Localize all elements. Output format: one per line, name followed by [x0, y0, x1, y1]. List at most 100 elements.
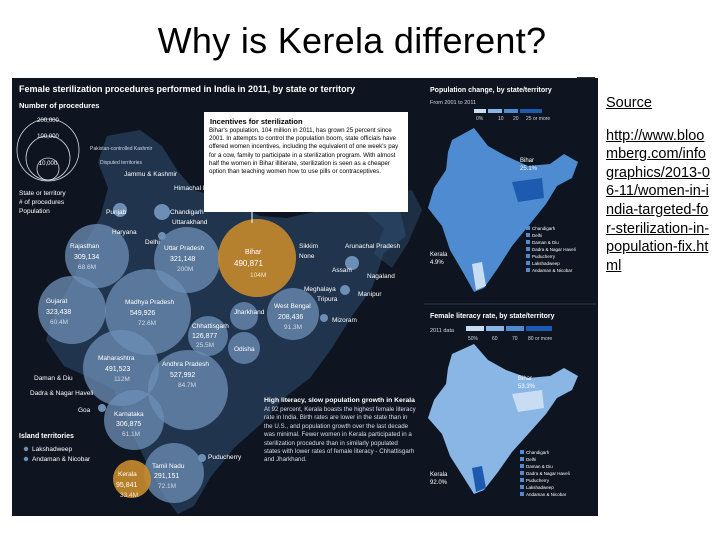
bubble-punjab: [113, 203, 127, 217]
value-up-population: 200M: [177, 266, 193, 273]
incentives-heading: Incentives for sterilization: [210, 117, 303, 126]
lit-legend-3: [506, 326, 524, 331]
value-ka-procedures: 306,875: [116, 421, 141, 428]
key-population: Population: [19, 208, 50, 215]
literacy-note-body: At 92 percent, Kerala boasts the highest…: [264, 406, 416, 464]
value-rajasthan-procedures: 309,134: [74, 254, 99, 261]
source-link-url[interactable]: http://www.bloomberg.com/infographics/20…: [606, 127, 710, 274]
key-state: State or territory: [19, 190, 66, 197]
label-punjab: Punjab: [106, 209, 127, 216]
state-labels: Jammu & Kashmir Himachal Pradesh Punjab …: [30, 171, 401, 499]
pop-legend-label-1: 0%: [476, 116, 484, 122]
lit-small-item: Lakshadweep: [526, 485, 554, 490]
bubble-west-bengal: [267, 288, 319, 340]
label-sikkim: Sikkim: [299, 243, 318, 250]
label-puducherry: Puducherry: [208, 454, 242, 461]
label-assam: Assam: [332, 267, 352, 274]
legend-circle-large: [16, 118, 80, 182]
value-ap-procedures: 527,992: [170, 372, 195, 379]
label-chandigarh: Chandigarh: [170, 209, 204, 216]
pop-bihar-label: Bihar: [520, 158, 534, 164]
pop-legend-4: [520, 109, 542, 113]
lit-small-item: Chandigarh: [526, 450, 550, 455]
bubble-mizoram: [320, 314, 328, 322]
pop-small-item: Andaman & Nicobar: [532, 268, 573, 273]
bubble-tamil-nadu: [144, 443, 204, 503]
pop-change-map: [428, 128, 578, 292]
pop-legend-3: [504, 109, 518, 113]
pop-legend-label-2: 10: [498, 116, 504, 122]
label-gujarat: Gujarat: [46, 298, 68, 305]
lit-kerala-value: 92.0%: [430, 480, 448, 486]
infographic-canvas: Female sterilization procedures performe…: [16, 84, 596, 514]
label-haryana: Haryana: [112, 229, 137, 236]
pop-small-item: Daman & Diu: [532, 240, 559, 245]
lit-small-list: Chandigarh Delhi Daman & Diu Dadra & Nag…: [520, 450, 570, 497]
value-wb-population: 91.3M: [284, 324, 302, 331]
lit-small-item: Delhi: [526, 457, 536, 462]
value-chh-population: 25.5M: [196, 342, 214, 349]
label-tripura: Tripura: [317, 296, 338, 303]
disputed-pakistan: Pakistan-controlled Kashmir: [90, 146, 153, 152]
main-title: Female sterilization procedures performe…: [19, 84, 355, 94]
incentives-box: [204, 112, 408, 212]
value-mh-population: 112M: [114, 376, 130, 383]
literacy-map: [428, 344, 578, 494]
pop-small-list: Chandigarh Delhi Daman & Diu Dadra & Nag…: [526, 226, 576, 273]
label-jharkhand: Jharkhand: [234, 309, 265, 316]
label-odisha: Odisha: [234, 346, 255, 353]
pop-kerala-label: Kerala: [430, 252, 448, 258]
pop-legend-label-4: 25 or more: [526, 116, 550, 122]
lit-kerala-label: Kerala: [430, 472, 448, 478]
value-tn-procedures: 291,151: [154, 473, 179, 480]
bubble-uttarakhand: [154, 204, 170, 220]
lit-legend-4: [526, 326, 552, 331]
label-karnataka: Karnataka: [114, 411, 144, 418]
label-delhi: Delhi: [145, 239, 160, 246]
size-legend-title: Number of procedures: [19, 101, 99, 110]
pop-legend-1: [474, 109, 486, 113]
incentives-body-wrap: Bihar's population, 104 million in 2011,…: [209, 127, 399, 176]
literacy-bihar-region: [512, 390, 544, 412]
lit-small-item: Dadra & Nagar Haveli: [526, 471, 570, 476]
pop-change-kerala-region: [472, 262, 486, 290]
island-dot-2: [23, 456, 29, 462]
value-gujarat-procedures: 323,438: [46, 309, 71, 316]
label-andhra: Andhra Pradesh: [162, 361, 209, 368]
source-link-label[interactable]: Source: [606, 95, 652, 111]
slide-title: Why is Kerela different?: [157, 20, 547, 61]
pop-small-item: Puducherry: [532, 254, 556, 259]
label-uttar-pradesh: Uttar Pradesh: [164, 245, 204, 252]
value-ka-population: 61.1M: [122, 431, 140, 438]
label-jammu-kashmir: Jammu & Kashmir: [124, 171, 178, 178]
state-bubbles: [38, 203, 359, 503]
lit-small-item: Puducherry: [526, 478, 550, 483]
value-rajasthan-population: 68.6M: [78, 264, 96, 271]
lit-legend-label-2: 60: [492, 336, 498, 342]
bubble-chhattisgarh: [188, 316, 228, 356]
pop-small-item: Lakshadweep: [532, 261, 560, 266]
island-item-andaman: Andaman & Nicobar: [32, 456, 91, 463]
pop-small-item: Chandigarh: [532, 226, 556, 231]
value-mp-population: 72.6M: [138, 320, 156, 327]
label-madhya-pradesh: Madhya Pradesh: [125, 299, 175, 306]
legend-circle-small: [36, 157, 60, 181]
legend-value-10k: 10,000: [39, 161, 58, 167]
label-nagaland: Nagaland: [367, 273, 395, 280]
value-chh-procedures: 126,877: [192, 333, 217, 340]
lit-small-item: Daman & Diu: [526, 464, 553, 469]
pop-legend-label-3: 20: [513, 116, 519, 122]
lit-small-item: Andaman & Nicobar: [526, 492, 567, 497]
value-ap-population: 84.7M: [178, 382, 196, 389]
literacy-note-body-wrap: At 92 percent, Kerala boasts the highest…: [264, 406, 416, 464]
value-gujarat-population: 60.4M: [50, 319, 68, 326]
lit-bihar-value: 53.3%: [518, 384, 536, 390]
label-tamil-nadu: Tamil Nadu: [152, 463, 185, 470]
island-item-lakshadweep: Lakshadweep: [32, 446, 72, 453]
pop-change-panel: Population change, by state/territory Fr…: [428, 87, 578, 292]
literacy-period: 2011 data: [430, 328, 455, 334]
lit-bihar-label: Bihar: [518, 376, 532, 382]
title-underline: [577, 77, 595, 78]
key-procedures: # of procedures: [19, 199, 65, 206]
incentives-body: Bihar's population, 104 million in 2011,…: [209, 127, 399, 176]
